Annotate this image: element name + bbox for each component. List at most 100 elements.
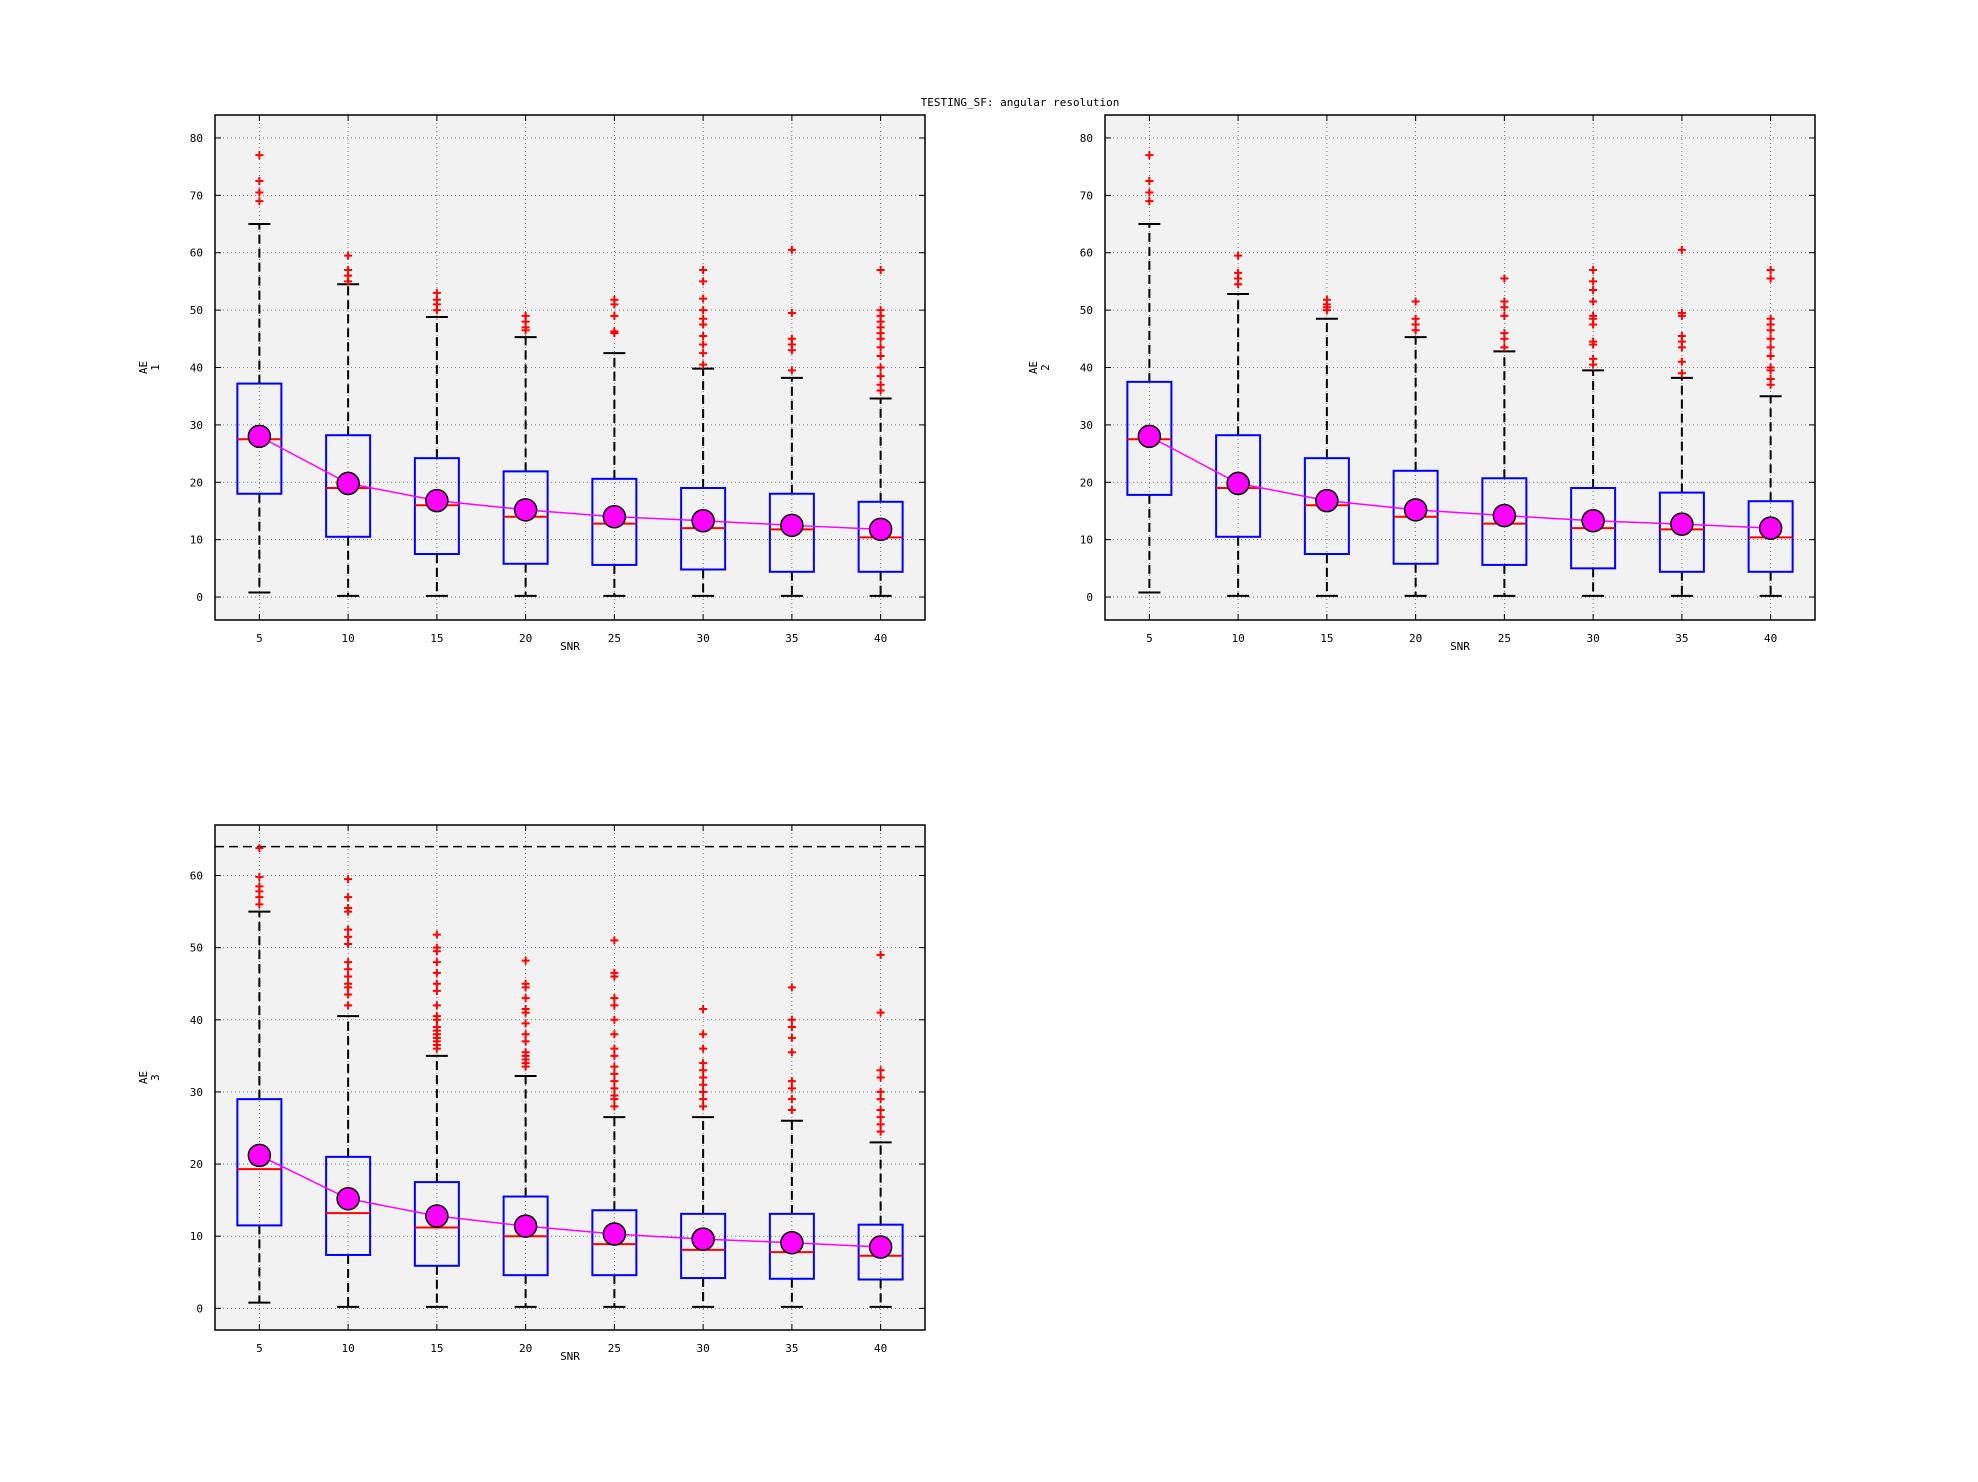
- outlier-marker: [1589, 354, 1598, 363]
- outlier-marker: [699, 340, 708, 349]
- outlier-marker: [699, 1073, 708, 1082]
- outlier-marker: [344, 903, 353, 912]
- x-tick-label: 40: [874, 1342, 887, 1355]
- outlier-marker: [610, 327, 619, 336]
- outlier-marker: [787, 334, 796, 343]
- mean-marker: [247, 1143, 272, 1168]
- x-tick-label: 40: [874, 632, 887, 645]
- mean-marker: [1403, 498, 1428, 522]
- outlier-marker: [610, 1102, 619, 1111]
- outlier-marker: [787, 366, 796, 375]
- mean-marker: [602, 504, 627, 529]
- y-tick-label: 0: [196, 1302, 203, 1315]
- outlier-marker: [876, 380, 885, 389]
- outlier-marker: [344, 979, 353, 988]
- outlier-marker: [1677, 308, 1686, 317]
- outlier-marker: [1145, 176, 1154, 185]
- outlier-marker: [1500, 297, 1509, 306]
- y-tick-label: 30: [190, 1086, 203, 1099]
- outlier-marker: [610, 994, 619, 1003]
- outlier-marker: [1145, 197, 1154, 206]
- y-tick-label: 50: [190, 304, 203, 317]
- mean-marker: [691, 508, 715, 533]
- outlier-marker: [1766, 363, 1775, 372]
- mean-marker: [868, 517, 893, 542]
- outlier-marker: [255, 188, 264, 197]
- outlier-marker: [521, 1037, 530, 1046]
- outlier-marker: [876, 1120, 885, 1129]
- x-tick-label: 5: [1146, 632, 1153, 645]
- outlier-marker: [1589, 297, 1598, 306]
- mean-marker: [247, 424, 272, 449]
- outlier-marker: [699, 265, 708, 274]
- outlier-marker: [699, 360, 708, 369]
- x-tick-label: 30: [697, 1342, 710, 1355]
- outlier-marker: [344, 251, 353, 260]
- outlier-marker: [1677, 245, 1686, 254]
- box-iqr: [768, 492, 815, 573]
- y-tick-label: 20: [190, 476, 203, 489]
- outlier-marker: [1500, 311, 1509, 320]
- outlier-marker: [344, 893, 353, 902]
- outlier-marker: [1234, 268, 1243, 277]
- y-tick-label: 80: [1080, 132, 1093, 145]
- plot-background: [215, 825, 925, 1330]
- mean-marker: [336, 471, 360, 496]
- outlier-marker: [876, 1127, 885, 1136]
- outlier-marker: [1766, 352, 1775, 361]
- y-tick-label: 20: [190, 1158, 203, 1171]
- y-axis-label-subscript: 2: [1039, 364, 1052, 371]
- x-tick-label: 20: [519, 1342, 532, 1355]
- outlier-marker: [1145, 188, 1154, 197]
- outlier-marker: [876, 1008, 885, 1017]
- y-tick-label: 10: [190, 1230, 203, 1243]
- outlier-marker: [787, 983, 796, 992]
- outlier-marker: [255, 872, 264, 881]
- outlier-marker: [699, 1102, 708, 1111]
- outlier-marker: [787, 1095, 796, 1104]
- outlier-marker: [787, 1105, 796, 1114]
- outlier-marker: [432, 1023, 441, 1031]
- outlier-marker: [344, 972, 353, 981]
- outlier-marker: [1766, 374, 1775, 383]
- outlier-marker: [699, 1066, 708, 1075]
- boxplot-ae1: 0 10 20 30 40 50 60 70 80 5 10 15 20 25 30 35 40 SNR AE 1: [137, 114, 926, 653]
- x-tick-label: 20: [519, 632, 532, 645]
- x-tick-label: 40: [1764, 632, 1777, 645]
- outlier-marker: [521, 956, 530, 965]
- x-tick-label: 25: [1498, 632, 1511, 645]
- mean-marker: [1315, 488, 1339, 513]
- y-tick-label: 0: [196, 591, 203, 604]
- x-tick-label: 5: [256, 632, 263, 645]
- outlier-marker: [255, 882, 264, 891]
- outlier-marker: [876, 372, 885, 381]
- outlier-marker: [1677, 369, 1686, 378]
- outlier-marker: [699, 1080, 708, 1089]
- outlier-marker: [1589, 265, 1598, 274]
- box-iqr: [236, 1098, 283, 1227]
- x-tick-label: 30: [1587, 632, 1600, 645]
- outlier-marker: [610, 1001, 619, 1010]
- box-iqr: [413, 1181, 460, 1267]
- outlier-marker: [255, 176, 264, 185]
- outlier-marker: [255, 197, 264, 206]
- outlier-marker: [787, 245, 796, 254]
- outlier-marker: [521, 979, 530, 988]
- outlier-marker: [699, 1095, 708, 1104]
- outlier-marker: [1677, 357, 1686, 366]
- mean-marker: [780, 1230, 804, 1255]
- mean-marker: [780, 513, 804, 538]
- outlier-marker: [876, 343, 885, 352]
- y-tick-label: 70: [190, 189, 203, 202]
- y-axis-label: AE: [137, 1071, 150, 1084]
- y-tick-label: 70: [1080, 189, 1093, 202]
- outlier-marker: [1589, 311, 1598, 320]
- outlier-marker: [787, 308, 796, 317]
- outlier-marker: [432, 1012, 441, 1021]
- outlier-marker: [1145, 151, 1154, 160]
- mean-marker: [691, 1227, 715, 1251]
- mean-marker: [1226, 471, 1250, 496]
- y-tick-label: 40: [190, 362, 203, 375]
- mean-marker: [1758, 516, 1783, 540]
- y-tick-label: 60: [1080, 247, 1093, 260]
